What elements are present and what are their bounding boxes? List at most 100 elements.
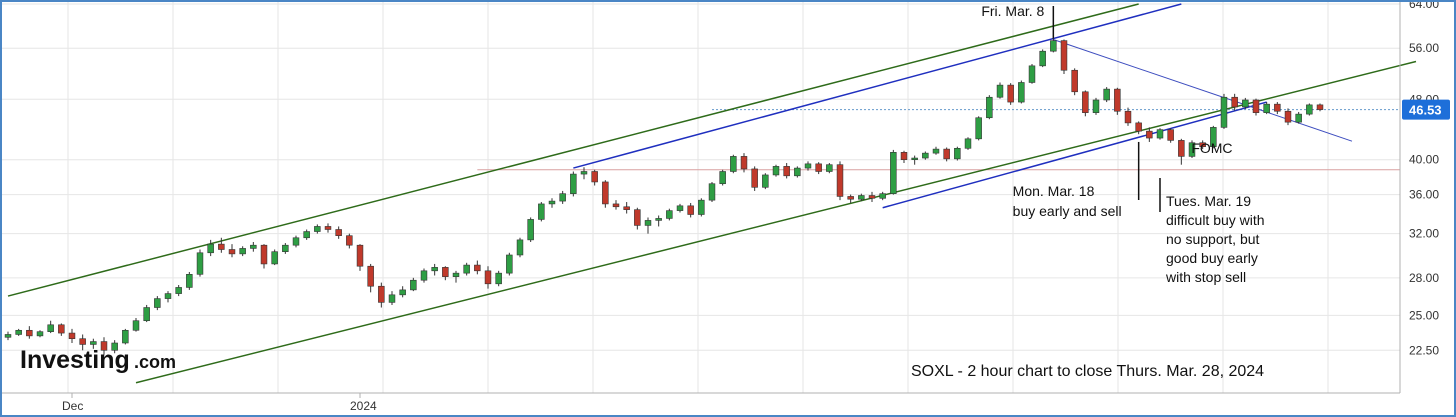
candle-body (954, 147, 961, 160)
candle-body (943, 148, 950, 160)
candle-body (1167, 129, 1174, 141)
candle (996, 82, 1004, 99)
annotation-tues-mar-19-line: difficult buy with (1166, 212, 1265, 228)
candle-body (1306, 104, 1313, 115)
candle-body (90, 341, 97, 345)
candle (666, 208, 673, 221)
candle (783, 163, 790, 179)
candle (282, 243, 289, 254)
candle-body (911, 157, 918, 160)
y-axis: 64.0056.0048.0040.0036.0032.0028.0025.00… (1399, 0, 1439, 393)
candle-body (1156, 129, 1164, 139)
candle (495, 270, 502, 287)
current-price-badge: 46.53 (1402, 99, 1450, 120)
candle (186, 271, 193, 290)
candle-body (474, 264, 481, 272)
candle-body (324, 226, 332, 230)
candle (388, 291, 396, 305)
candle-body (1007, 84, 1014, 103)
annotation-mon-mar-18-line: Mon. Mar. 18 (1013, 183, 1095, 199)
candle (36, 330, 44, 338)
candle-body (260, 244, 268, 265)
candle-body (271, 251, 278, 265)
trendline-upper-channel-green (7, 3, 1139, 297)
candle (164, 291, 172, 303)
candle (484, 266, 492, 289)
candle-body (1263, 103, 1270, 113)
candle (1028, 63, 1036, 84)
candle-body (858, 195, 865, 200)
candle-body (570, 173, 577, 194)
candle-body (836, 164, 844, 197)
candle (559, 190, 566, 204)
candle (570, 171, 577, 197)
candle-body (612, 203, 620, 208)
candle (1124, 107, 1132, 126)
candle (847, 194, 854, 203)
candle (474, 260, 481, 275)
candle (762, 173, 769, 190)
annotation-tues-mar-19-line: with stop sell (1165, 269, 1246, 285)
candle-body (335, 229, 342, 236)
candle (719, 169, 726, 186)
candle-body (623, 206, 630, 210)
trendline-lower-channel-blue (882, 101, 1267, 209)
candle (356, 244, 364, 271)
trendline-lower-channel-green (135, 60, 1417, 384)
candle-body (1316, 104, 1324, 110)
candle (239, 246, 246, 257)
candle (228, 244, 236, 258)
candle-body (698, 199, 705, 215)
candle (954, 146, 961, 161)
candle-body (996, 84, 1004, 98)
y-tick-label: 22.50 (1409, 343, 1439, 357)
candle-body (794, 167, 801, 177)
candle (1114, 87, 1121, 115)
candle-body (602, 181, 609, 205)
candle (1242, 97, 1249, 110)
candlesticks (4, 38, 1324, 355)
price-badge-background (1402, 99, 1450, 120)
candle (1220, 93, 1228, 129)
candle-body (815, 163, 822, 172)
candle (634, 207, 641, 230)
candle (111, 340, 118, 354)
candle (538, 202, 545, 222)
annotation-tues-mar-19-line: Tues. Mar. 19 (1166, 193, 1251, 209)
candle-body (484, 270, 492, 285)
candle (879, 191, 886, 201)
candle-body (452, 272, 460, 277)
candle (346, 233, 353, 249)
candle-body (1050, 40, 1057, 52)
candle-body (1124, 110, 1132, 124)
candle (623, 202, 630, 214)
candle-body (292, 237, 300, 246)
candle-body (516, 239, 524, 256)
candle (900, 150, 908, 164)
annotation-fri-mar-8: Fri. Mar. 8 (981, 3, 1044, 19)
candle (676, 203, 684, 213)
candle-body (431, 267, 438, 272)
candle-body (762, 174, 769, 188)
candle-body (164, 293, 172, 299)
candle (271, 249, 278, 266)
trendlines (7, 3, 1417, 384)
candle-body (634, 209, 641, 226)
candle-body (644, 220, 652, 226)
candle (218, 237, 225, 253)
candle-body (303, 231, 310, 239)
candle-body (751, 168, 758, 188)
candle (1316, 103, 1324, 112)
y-tick-label: 56.00 (1409, 41, 1439, 55)
candle-body (442, 267, 449, 277)
candle (410, 277, 417, 292)
candle-body (1220, 96, 1228, 128)
candle-body (719, 171, 726, 185)
candle (804, 161, 812, 171)
candle-body (175, 287, 182, 294)
candle-body (730, 156, 737, 172)
candle-body (186, 274, 193, 288)
candle (1210, 125, 1217, 149)
candle-body (196, 252, 204, 275)
